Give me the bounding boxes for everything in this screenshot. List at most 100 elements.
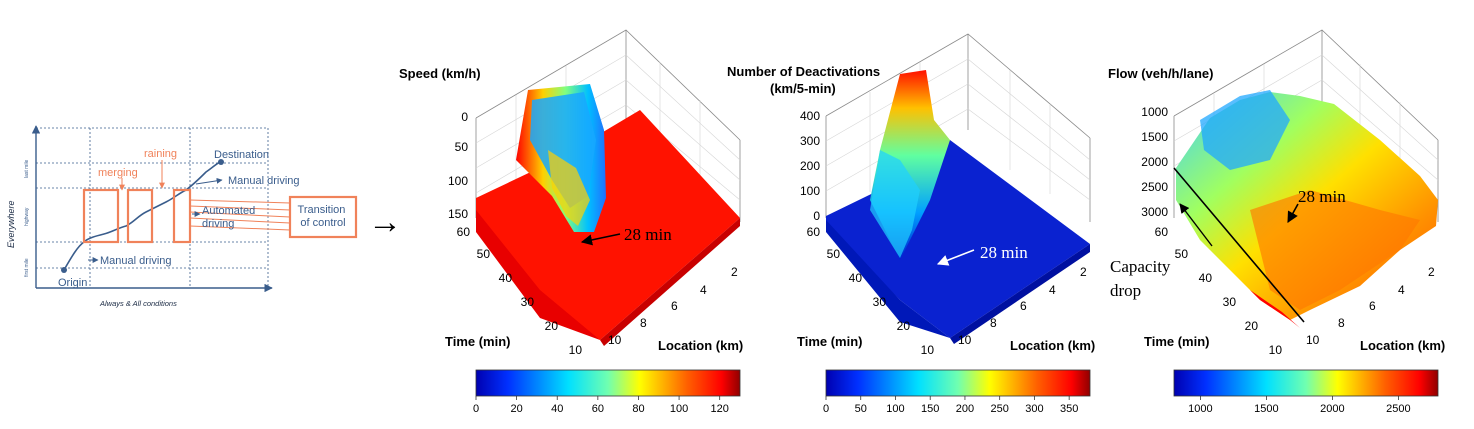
chart-flow: Flow (veh/h/lane) 1000 1500 2000 2500 30…	[1108, 29, 1445, 415]
transition-label-line: Transition	[298, 204, 346, 216]
flow-title: Flow (veh/h/lane)	[1108, 66, 1213, 81]
deact-title-line: (km/5-min)	[770, 81, 836, 96]
speed-time-tick: 30	[521, 295, 535, 309]
speed-location-tick: 6	[671, 299, 678, 313]
colorbar-tick-label: 150	[921, 403, 939, 415]
deact-location-label: Location (km)	[1010, 338, 1095, 353]
schematic-y-axis-label: Everywhere	[6, 200, 16, 248]
speed-location-tick: 2	[731, 265, 738, 279]
speed-z-axis: Speed (km/h) 0 50 100 150	[399, 66, 481, 221]
transition-label: Transition of control	[298, 204, 349, 229]
transition-arrow-icon: →	[368, 203, 402, 241]
colorbar-tick-label: 2500	[1386, 403, 1410, 415]
deact-location-tick: 2	[1080, 265, 1087, 279]
capacity-drop-line	[1173, 167, 1305, 323]
speed-z-tick: 100	[448, 174, 468, 188]
deact-title-line: Number of Deactivations	[727, 64, 880, 79]
flow-z-tick: 1500	[1141, 130, 1168, 144]
deact-time-tick: 10	[921, 343, 935, 357]
colorbar-tick-label: 1000	[1188, 403, 1212, 415]
event-label-raining: raining	[144, 148, 177, 160]
colorbar-tick-label: 20	[510, 403, 522, 415]
flow-z-tick: 2000	[1141, 155, 1168, 169]
speed-time-tick: 20	[545, 319, 559, 333]
origin-dot	[61, 267, 67, 273]
deact-time-tick: 40	[849, 271, 863, 285]
speed-side-face	[600, 218, 740, 346]
speed-annotation-arrow	[580, 233, 621, 246]
deact-location-tick: 8	[990, 316, 997, 330]
deact-colorbar	[825, 369, 1091, 397]
flow-annotation: 28 min	[1298, 187, 1346, 206]
capacity-drop-label-line: Capacity	[1110, 257, 1171, 276]
speed-location-label: Location (km)	[658, 338, 743, 353]
colorbar-tick-label: 0	[473, 403, 479, 415]
flow-location-ticks: 2 4 6 8 10	[1306, 265, 1435, 347]
flow-time-tick: 50	[1175, 247, 1189, 261]
speed-location-ticks: 2 4 6 8 10	[608, 265, 738, 347]
band-label-last-mile: last mile	[24, 159, 30, 178]
flow-location-label: Location (km)	[1360, 338, 1445, 353]
speed-annotation: 28 min	[624, 225, 672, 244]
origin-label: Origin	[58, 277, 87, 289]
flow-z-axis: Flow (veh/h/lane) 1000 1500 2000 2500 30…	[1108, 66, 1213, 219]
deact-time-tick: 20	[897, 319, 911, 333]
deact-location-tick: 6	[1020, 299, 1027, 313]
flow-location-tick: 2	[1428, 265, 1435, 279]
chart-speed: Speed (km/h) 0 50 100 150 60 50 40 30 20…	[399, 29, 743, 415]
colorbar-tick-label: 0	[823, 403, 829, 415]
flow-location-tick: 10	[1306, 333, 1320, 347]
mode-label-line: driving	[202, 218, 234, 230]
schematic-x-axis-label: Always & All conditions	[99, 299, 177, 308]
colorbar-tick-label: 80	[632, 403, 644, 415]
flow-location-tick: 4	[1398, 283, 1405, 297]
deact-z-tick: 0	[813, 209, 820, 223]
speed-colorbar	[475, 369, 741, 397]
capacity-drop-label: Capacity drop	[1110, 257, 1175, 300]
band-label-highway: highway	[24, 207, 30, 226]
speed-congestion-edge	[548, 150, 590, 226]
mode-label-manual-top: Manual driving	[228, 175, 300, 187]
flow-z-tick: 2500	[1141, 180, 1168, 194]
speed-z-tick: 0	[461, 110, 468, 124]
colorbar-tick-label: 250	[991, 403, 1009, 415]
chart-deactivations: Number of Deactivations (km/5-min) 400 3…	[727, 33, 1095, 415]
deact-z-tick: 300	[800, 134, 820, 148]
deact-location-tick: 4	[1049, 283, 1056, 297]
mode-label-line: Automated	[202, 205, 255, 217]
speed-location-tick: 10	[608, 333, 622, 347]
trajectory-line	[63, 161, 221, 271]
deact-time-tick: 60	[807, 225, 821, 239]
deact-colorbar-ticks: 0 50 100 150 200 250 300 350	[823, 396, 1078, 415]
mode-label-automated: Automated driving	[202, 205, 258, 230]
speed-time-ticks: 60 50 40 30 20 10	[457, 225, 583, 357]
colorbar-tick-label: 200	[956, 403, 974, 415]
deact-side-face	[950, 244, 1090, 344]
flow-front-edge	[1230, 270, 1300, 328]
colorbar-tick-label: 100	[670, 403, 688, 415]
raining-box	[126, 188, 154, 244]
flow-annotation-arrow	[1287, 203, 1299, 223]
speed-location-tick: 4	[700, 283, 707, 297]
deact-annotation-arrow	[936, 249, 975, 266]
speed-z-tick: 50	[455, 140, 469, 154]
flow-colorbar	[1173, 369, 1439, 397]
deact-z-tick: 200	[800, 159, 820, 173]
flow-colorbar-ticks: 1000 1500 2000 2500	[1188, 396, 1411, 415]
deact-time-ticks: 60 50 40 30 20 10	[807, 225, 935, 357]
band-label-first-mile: first mile	[24, 258, 30, 277]
flow-time-tick: 60	[1155, 225, 1169, 239]
deact-title: Number of Deactivations (km/5-min)	[727, 64, 884, 96]
destination-dot	[218, 159, 224, 165]
capacity-drop-label-line: drop	[1110, 281, 1141, 300]
capacity-drop-arrow	[1179, 203, 1213, 247]
speed-location-tick: 8	[640, 316, 647, 330]
flow-z-tick: 3000	[1141, 205, 1168, 219]
speed-z-tick: 150	[448, 207, 468, 221]
event-label-merging: merging	[98, 167, 138, 179]
colorbar-tick-label: 350	[1060, 403, 1078, 415]
speed-time-tick: 40	[499, 271, 513, 285]
merging-box	[82, 188, 120, 244]
deact-annotation: 28 min	[980, 243, 1028, 262]
deact-time-label: Time (min)	[797, 334, 863, 349]
